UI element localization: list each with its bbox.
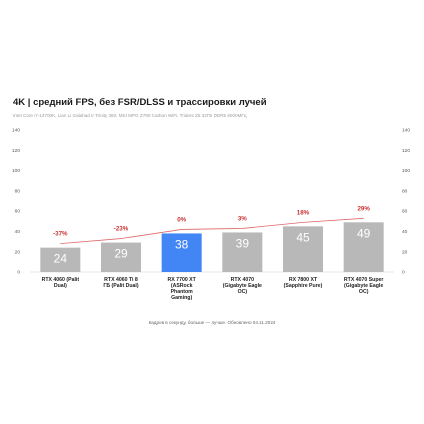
y-tick-label-right: 60 [402,209,408,215]
x-tick-label: RTX 4070 Super (Gigabyte Eagle OC) [344,277,384,295]
bar-value-label: 29 [114,247,128,261]
x-tick-label-line: Gaming) [171,295,192,301]
x-tick-label-line: RX 7800 XT [289,277,318,283]
bar [282,226,324,272]
x-tick-label: RTX 4070 (Gigabyte Eagle OC) [223,277,262,295]
y-tick-label: 60 [15,209,21,215]
y-axis-right: 0 20 40 60 80 100 120 140 [402,128,410,276]
y-tick-label-right: 80 [402,188,408,194]
percent-label: -37% [53,231,68,238]
y-tick-label-right: 20 [402,249,408,255]
percent-label: 18% [297,209,310,216]
bar [222,232,263,272]
trend-line [60,217,364,245]
bar [343,222,384,272]
bar [100,242,142,272]
x-tick-label-line: (Sapphire Pure) [284,283,323,289]
y-tick-label: 80 [15,188,21,194]
y-tick-label-right: 0 [402,270,405,276]
y-tick-label-right: 40 [402,229,408,235]
x-tick-label-line: (Gigabyte Eagle [223,283,262,289]
bar-value-label: 39 [236,236,250,250]
bar [40,247,81,272]
x-tick-label: RX 7700 XT (ASRock Phantom Gaming) [168,277,197,301]
x-tick-label: RX 7800 XT (Sapphire Pure) [284,277,323,289]
bar [161,233,202,272]
y-tick-label-right: 120 [402,148,410,154]
chart-footnote: Кадров в секунду, больше — лучше. Обновл… [148,320,276,325]
x-tick-label-line: RTX 4060 (Palit [42,277,80,283]
percent-trend-line: -37% -23% 0% 3% 18% 29% [53,205,370,245]
y-tick-label: 100 [12,168,20,174]
x-tick-label-line: RTX 4070 Super [344,277,384,283]
y-tick-label: 20 [15,249,21,255]
x-tick-label-line: RX 7700 XT [168,277,197,283]
percent-label: 29% [357,205,370,212]
bar-value-label: 45 [296,230,310,244]
x-tick-label-line: Dual) [54,283,67,289]
y-axis-left: 0 20 40 60 80 100 120 140 [12,128,20,276]
y-tick-label: 40 [15,229,21,235]
y-tick-label-right: 140 [402,128,410,134]
percent-label: 0% [177,216,186,223]
bar-value-label: 24 [54,252,68,266]
x-tick-label-line: (ASRock [171,283,193,289]
x-axis-labels: RTX 4060 (Palit Dual) RTX 4060 Ti 8 ГБ (Pal… [42,277,384,301]
percent-label: -23% [114,226,129,233]
bar-value-label: 49 [357,226,371,240]
x-tick-label-line: RTX 4070 [231,277,254,283]
x-tick-label: RTX 4060 (Palit Dual) [42,277,80,289]
x-tick-label-line: Phantom [171,289,194,295]
chart-subtitle: Intel Core i7-14700K, Lian Li Galahad II… [13,113,247,118]
x-tick-label-line: ГБ (Palit Dual) [103,283,138,289]
bar-series: 24 29 38 39 45 49 [40,222,384,272]
y-tick-label: 120 [12,148,20,154]
percent-label: 3% [238,215,247,222]
chart-title: 4K | средний FPS, без FSR/DLSS и трассир… [13,97,267,108]
x-tick-label: RTX 4060 Ti 8 ГБ (Palit Dual) [103,277,138,289]
bar-value-label: 38 [175,237,189,251]
x-tick-label-line: (Gigabyte Eagle [344,283,383,289]
y-tick-label-right: 100 [402,168,410,174]
x-tick-label-line: OC) [359,289,369,295]
y-tick-label: 140 [12,128,20,134]
x-tick-label-line: OC) [238,289,248,295]
x-tick-label-line: RTX 4060 Ti 8 [104,277,138,283]
y-tick-label: 0 [17,270,20,276]
